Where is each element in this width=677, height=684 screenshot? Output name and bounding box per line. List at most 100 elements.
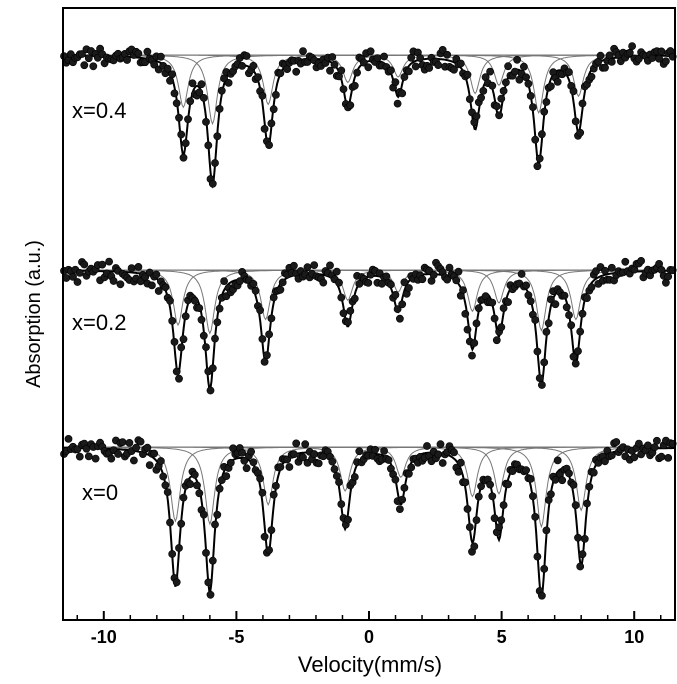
data-point: [434, 61, 443, 69]
data-point: [289, 450, 298, 459]
data-point: [607, 58, 616, 66]
data-point: [477, 93, 485, 102]
data-point: [553, 456, 562, 465]
data-point: [472, 112, 481, 121]
data-point: [204, 141, 213, 150]
data-point: [393, 305, 402, 313]
data-point: [359, 58, 368, 67]
data-point: [429, 270, 438, 279]
data-point: [571, 359, 580, 368]
data-point: [587, 72, 596, 81]
data-point: [497, 94, 506, 103]
data-point: [80, 260, 89, 269]
data-point: [163, 64, 172, 73]
data-point: [217, 86, 226, 95]
data-point: [395, 314, 404, 323]
data-point: [526, 297, 535, 306]
data-point: [326, 261, 334, 270]
data-point: [240, 456, 249, 465]
data-point: [213, 318, 222, 327]
data-point: [384, 456, 393, 464]
data-point: [123, 56, 131, 64]
data-point: [166, 296, 174, 305]
data-point: [175, 544, 183, 552]
data-point: [544, 319, 553, 328]
data-point: [193, 481, 201, 490]
data-point: [134, 262, 143, 271]
data-point: [251, 286, 260, 295]
data-point: [337, 293, 346, 302]
data-point: [278, 278, 287, 287]
data-point: [495, 111, 503, 120]
data-point: [190, 470, 199, 479]
data-point: [289, 261, 298, 270]
data-point: [179, 153, 188, 162]
data-point: [653, 436, 661, 445]
data-point: [186, 480, 195, 488]
data-point: [339, 85, 348, 93]
data-point: [585, 482, 594, 491]
data-point: [535, 374, 544, 382]
data-point: [199, 94, 208, 102]
data-point: [450, 448, 458, 457]
data-point: [404, 67, 413, 76]
data-point: [531, 135, 540, 144]
data-point: [474, 304, 483, 313]
data-point: [276, 69, 285, 78]
data-point: [589, 468, 598, 477]
data-point: [181, 139, 190, 148]
data-point: [398, 495, 407, 504]
data-point: [69, 272, 77, 281]
data-point: [265, 546, 273, 554]
data-point: [459, 286, 467, 294]
data-point: [91, 454, 100, 463]
data-point: [175, 374, 183, 383]
x-ticks: -10 -5 0 5 10: [76, 611, 662, 647]
data-point: [607, 451, 616, 460]
data-point: [578, 550, 587, 559]
data-point: [664, 272, 673, 281]
data-point: [371, 445, 379, 454]
data-point: [98, 260, 107, 269]
data-point: [258, 91, 267, 100]
data-point: [547, 82, 555, 91]
data-point: [177, 130, 186, 139]
data-point: [199, 510, 208, 519]
data-point: [211, 520, 219, 529]
data-point: [364, 63, 373, 72]
data-point: [159, 472, 168, 481]
data-point: [310, 261, 319, 269]
data-point: [211, 334, 219, 343]
data-point: [553, 78, 562, 86]
data-point: [267, 526, 276, 534]
data-point: [346, 306, 355, 315]
data-point: [147, 281, 156, 290]
x-tick-label-0: -10: [91, 627, 117, 647]
data-point: [463, 325, 472, 334]
data-point: [513, 55, 521, 64]
data-point: [434, 450, 443, 459]
data-point: [404, 284, 413, 292]
data-point: [488, 298, 497, 307]
data-point: [332, 267, 341, 276]
data-point: [337, 66, 346, 75]
data-point: [337, 500, 346, 508]
data-point: [262, 351, 271, 360]
data-point: [366, 47, 375, 56]
data-point: [346, 101, 355, 110]
data-point: [565, 68, 573, 76]
data-point: [195, 304, 204, 312]
y-axis-label: Absorption (a.u.): [23, 240, 45, 388]
data-point: [538, 591, 546, 600]
data-point: [517, 270, 526, 278]
data-point: [470, 542, 479, 551]
data-point: [269, 490, 278, 499]
data-point: [267, 119, 276, 128]
data-point: [350, 294, 359, 303]
data-point: [400, 278, 409, 287]
data-point: [425, 64, 434, 72]
data-point: [578, 99, 587, 108]
data-point: [583, 294, 591, 302]
data-point: [204, 578, 213, 587]
data-point: [529, 492, 537, 501]
